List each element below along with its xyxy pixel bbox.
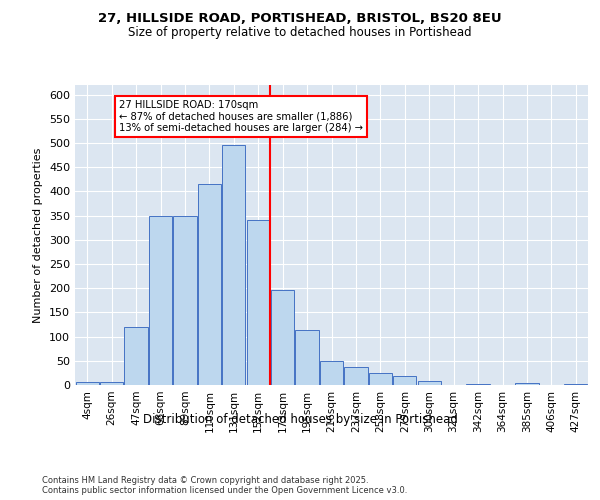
Bar [295,330,319,385]
Bar [564,384,587,385]
Bar [344,367,368,385]
Bar [466,384,490,385]
Bar [173,216,197,385]
Y-axis label: Number of detached properties: Number of detached properties [34,148,43,322]
Bar [100,382,123,385]
Bar [198,184,221,385]
Text: Contains HM Land Registry data © Crown copyright and database right 2025.
Contai: Contains HM Land Registry data © Crown c… [42,476,407,495]
Bar [369,374,392,385]
Bar [247,220,270,385]
Bar [271,290,294,385]
Bar [320,361,343,385]
Text: Distribution of detached houses by size in Portishead: Distribution of detached houses by size … [143,412,457,426]
Bar [515,382,539,385]
Text: 27, HILLSIDE ROAD, PORTISHEAD, BRISTOL, BS20 8EU: 27, HILLSIDE ROAD, PORTISHEAD, BRISTOL, … [98,12,502,26]
Bar [222,144,245,385]
Bar [124,327,148,385]
Bar [76,382,99,385]
Bar [418,381,441,385]
Bar [149,216,172,385]
Bar [393,376,416,385]
Text: Size of property relative to detached houses in Portishead: Size of property relative to detached ho… [128,26,472,39]
Text: 27 HILLSIDE ROAD: 170sqm
← 87% of detached houses are smaller (1,886)
13% of sem: 27 HILLSIDE ROAD: 170sqm ← 87% of detach… [119,100,363,132]
